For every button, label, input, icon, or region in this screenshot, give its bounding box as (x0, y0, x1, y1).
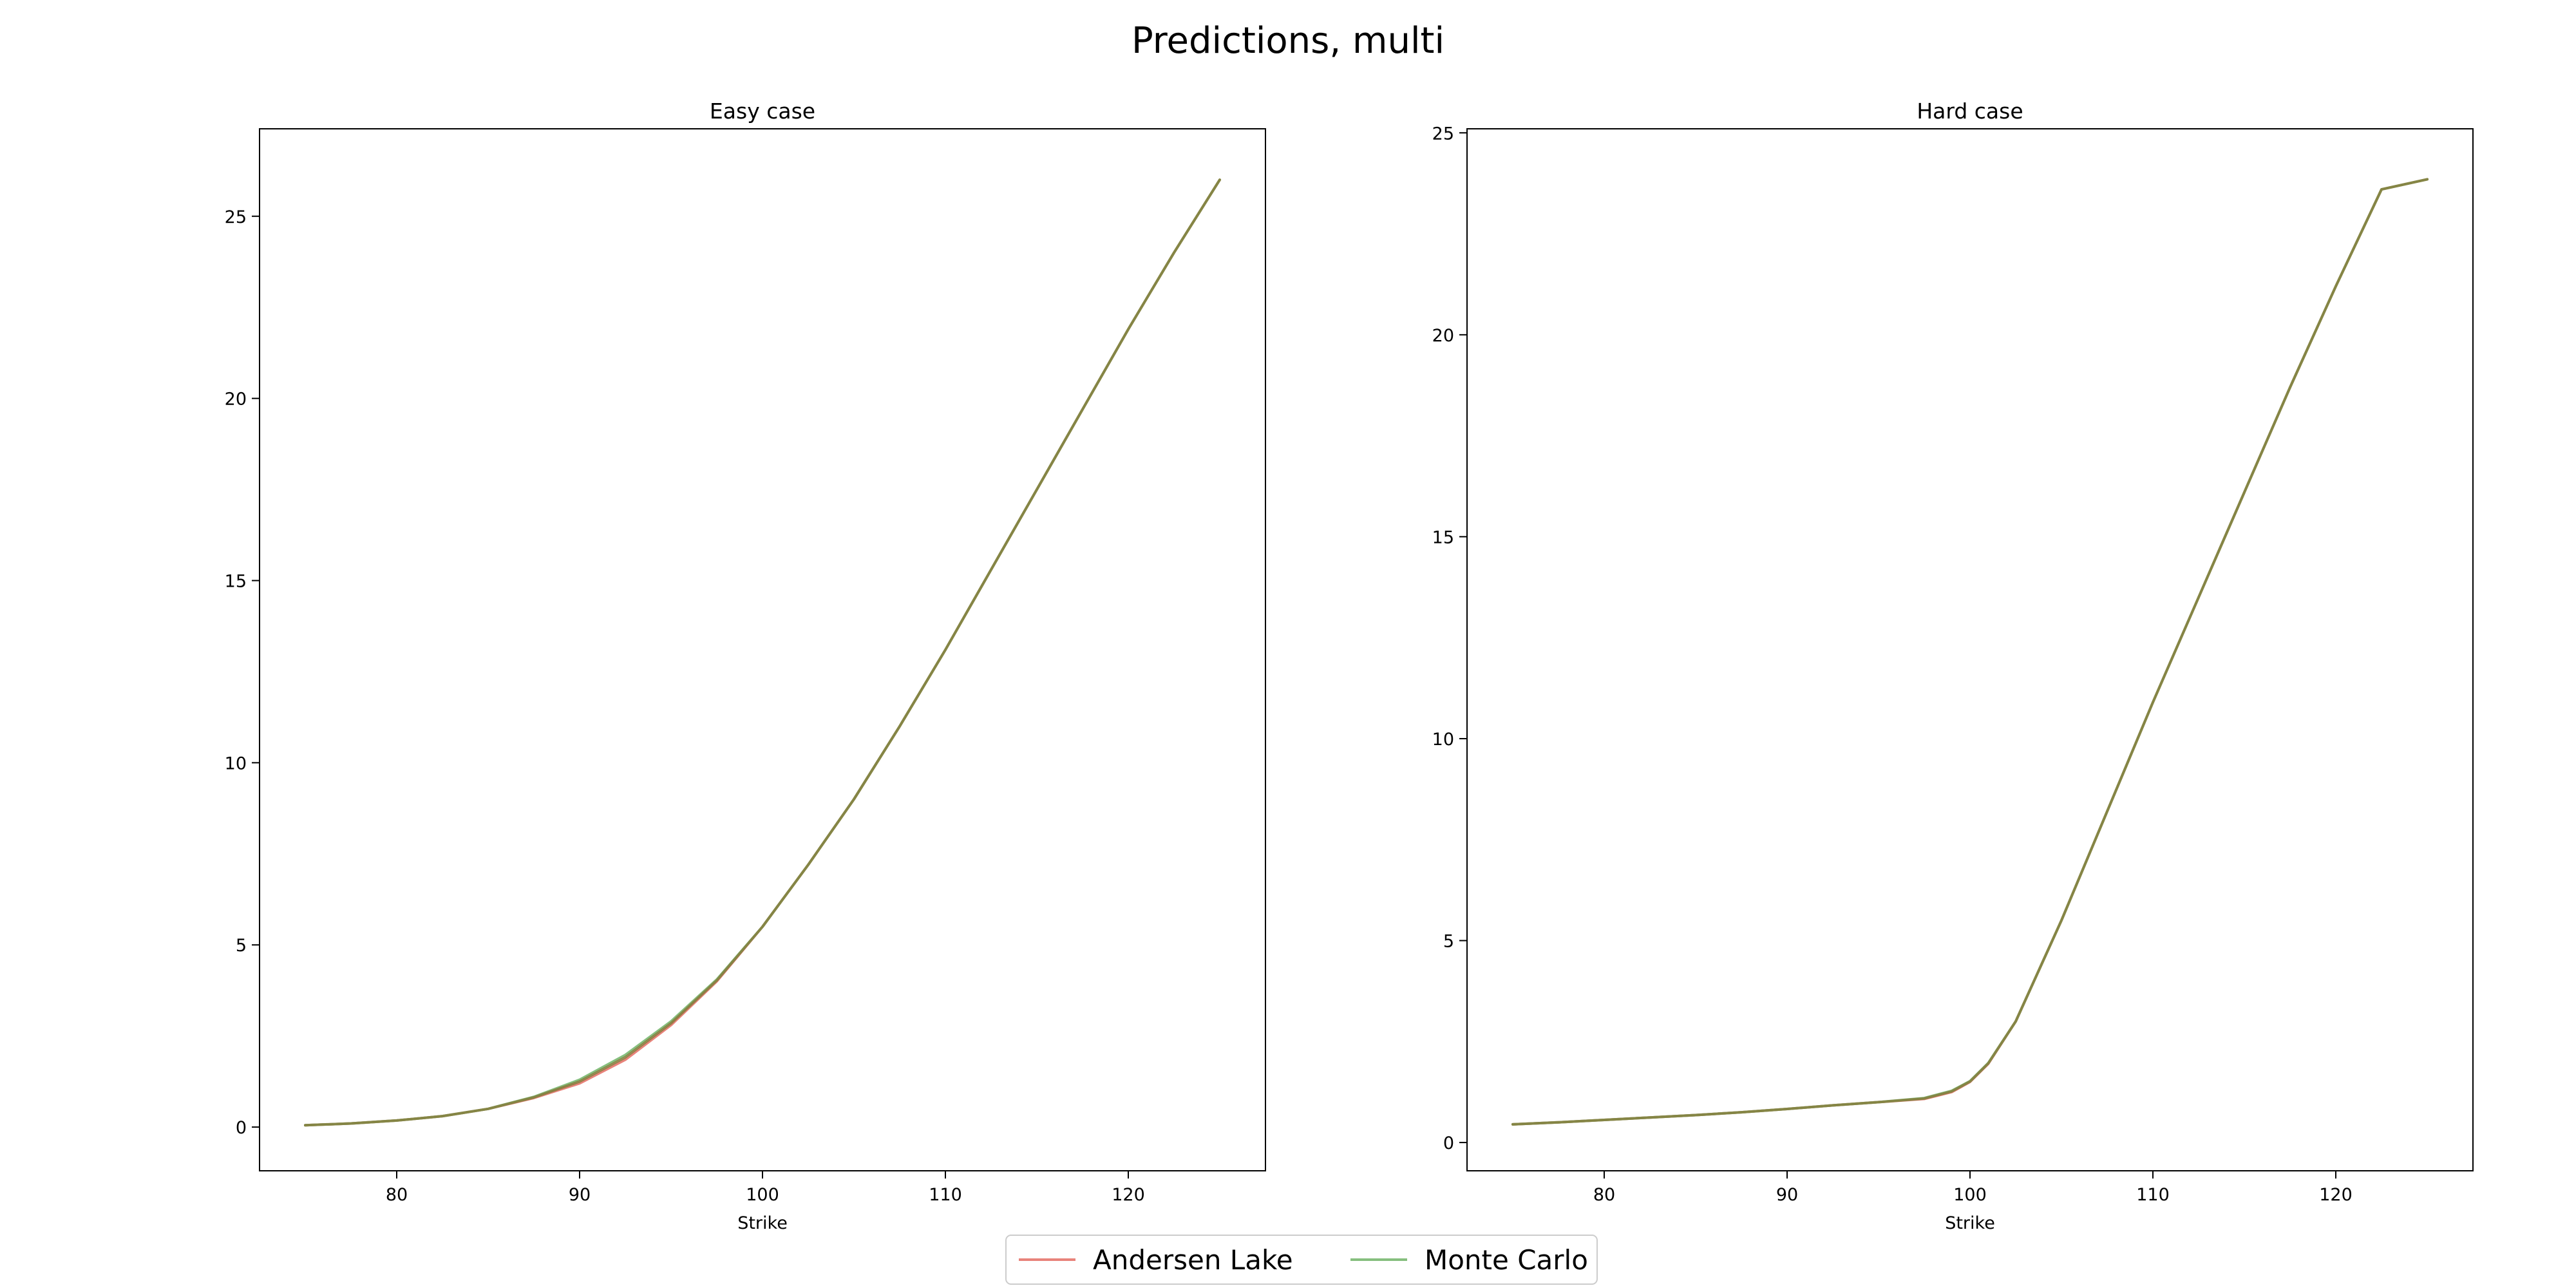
axes-frame (259, 128, 1266, 1171)
x-tick-label: 100 (746, 1185, 779, 1205)
y-tick-label: 0 (236, 1118, 247, 1138)
x-tick-label: 80 (386, 1185, 408, 1205)
chart-panel-2: 80 90 100 110 120 0 5 10 15 20 25 Hard case Strike (1432, 99, 2474, 1233)
figure-title: Predictions, multi (1132, 20, 1444, 62)
x-tick-label: 110 (929, 1185, 962, 1205)
x-axis-label: Strike (737, 1213, 788, 1233)
y-tick-label: 15 (1432, 527, 1454, 547)
series-overlap-line (304, 178, 1221, 1127)
series-line-monte-carlo (1511, 178, 2429, 1126)
legend-box (1005, 1235, 1598, 1285)
y-tick-label: 0 (1443, 1133, 1454, 1153)
y-tick-label: 15 (225, 572, 247, 592)
x-tick-label: 120 (2319, 1185, 2353, 1205)
series-line-andersen-lake (304, 178, 1221, 1127)
y-tick-label: 10 (1432, 730, 1454, 750)
panel-title: Easy case (710, 99, 815, 124)
y-tick-label: 10 (225, 753, 247, 773)
legend: Andersen Lake Monte Carlo (1005, 1235, 1598, 1285)
x-axis-label: Strike (1945, 1213, 1995, 1233)
legend-label-monte-carlo: Monte Carlo (1425, 1244, 1588, 1276)
x-tick-label: 100 (1953, 1185, 1987, 1205)
y-tick-label: 25 (1432, 124, 1454, 144)
y-tick-label: 5 (236, 936, 247, 956)
x-tick-label: 90 (569, 1185, 591, 1205)
series-line-monte-carlo (304, 178, 1221, 1127)
x-tick-label: 90 (1776, 1185, 1798, 1205)
y-tick-label: 25 (225, 207, 247, 227)
y-tick-label: 20 (1432, 326, 1454, 346)
axes-frame (1466, 128, 2474, 1171)
x-tick-label: 120 (1112, 1185, 1145, 1205)
panel-title: Hard case (1917, 99, 2023, 124)
x-tick-label: 110 (2136, 1185, 2170, 1205)
series-line-andersen-lake (1511, 178, 2429, 1126)
y-tick-label: 5 (1443, 932, 1454, 952)
y-tick-label: 20 (225, 390, 247, 410)
series-overlap-line (1511, 178, 2429, 1126)
legend-label-andersen-lake: Andersen Lake (1093, 1244, 1293, 1276)
chart-panel-1: 80 90 100 110 120 0 5 10 15 20 25 Easy case Strike (225, 99, 1266, 1233)
x-tick-label: 80 (1593, 1185, 1615, 1205)
